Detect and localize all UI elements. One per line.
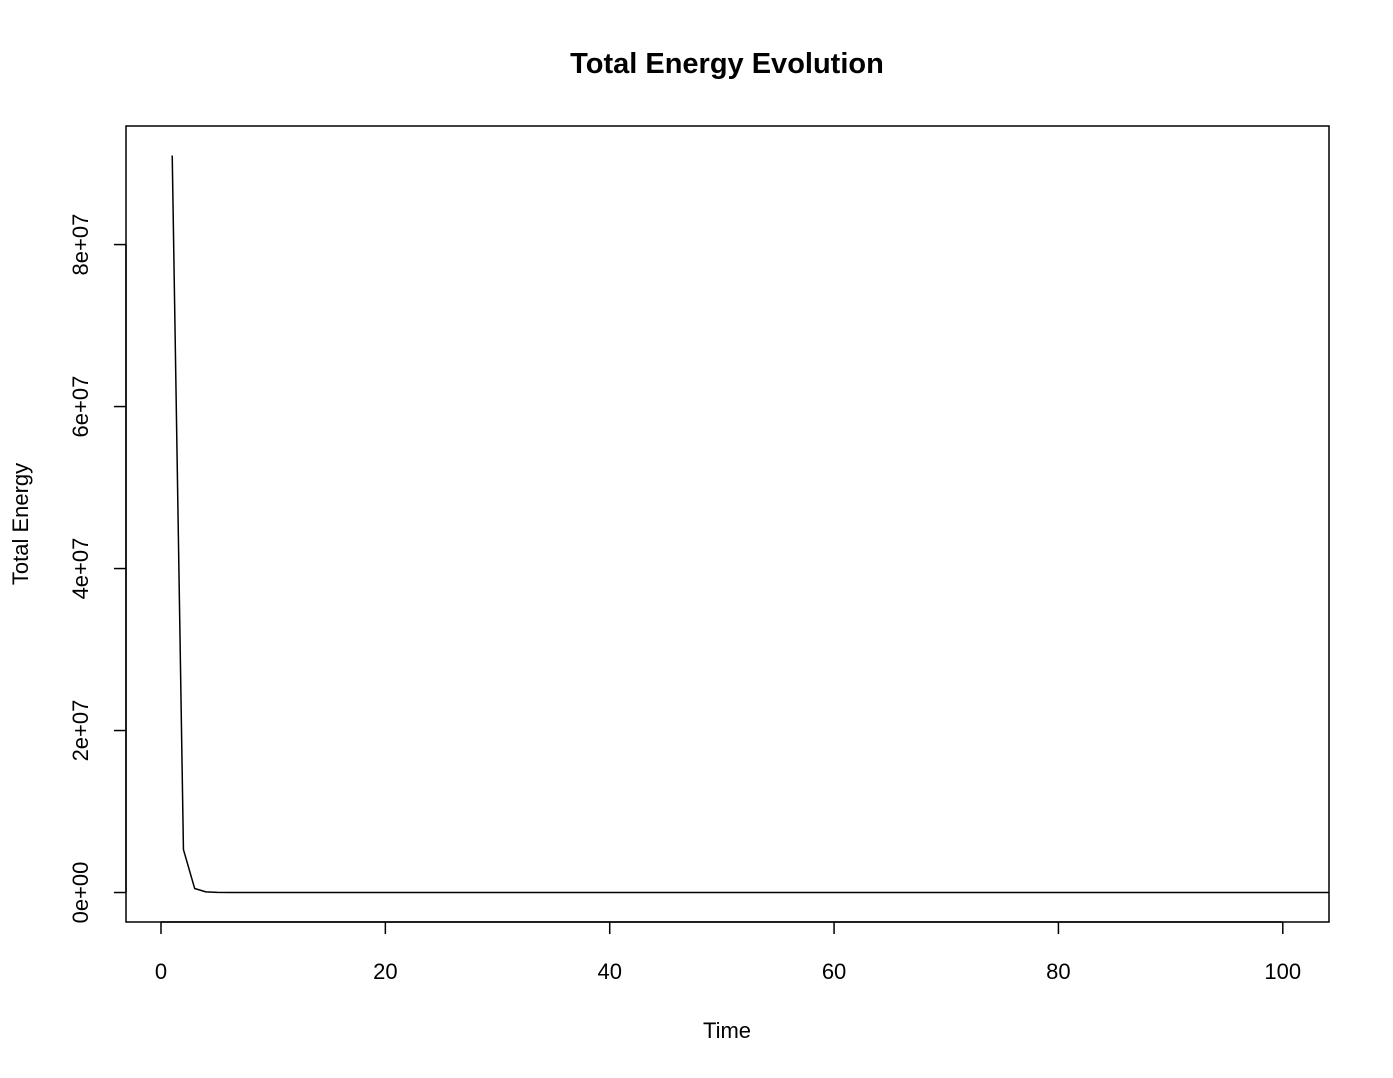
y-tick-label: 6e+07 <box>68 376 93 438</box>
chart-title: Total Energy Evolution <box>570 48 884 80</box>
x-tick-label: 40 <box>597 959 621 984</box>
x-axis: 0 20 40 60 80 100 <box>155 921 1301 984</box>
y-tick-label: 4e+07 <box>68 538 93 600</box>
plot-frame <box>125 125 1330 923</box>
y-tick-label: 2e+07 <box>68 700 93 762</box>
x-tick-label: 60 <box>822 959 846 984</box>
x-tick-label: 100 <box>1264 959 1301 984</box>
series-group <box>171 155 1329 894</box>
y-tick-label: 8e+07 <box>68 214 93 276</box>
y-axis: 0e+00 2e+07 4e+07 6e+07 8e+07 <box>68 214 127 924</box>
x-tick-label: 20 <box>373 959 397 984</box>
y-tick-label: 0e+00 <box>68 862 93 924</box>
x-tick-label: 0 <box>155 959 167 984</box>
y-axis-label: Total Energy <box>8 463 33 585</box>
x-tick-label: 80 <box>1046 959 1070 984</box>
series-line <box>171 155 1329 894</box>
x-axis-label: Time <box>703 1018 751 1043</box>
